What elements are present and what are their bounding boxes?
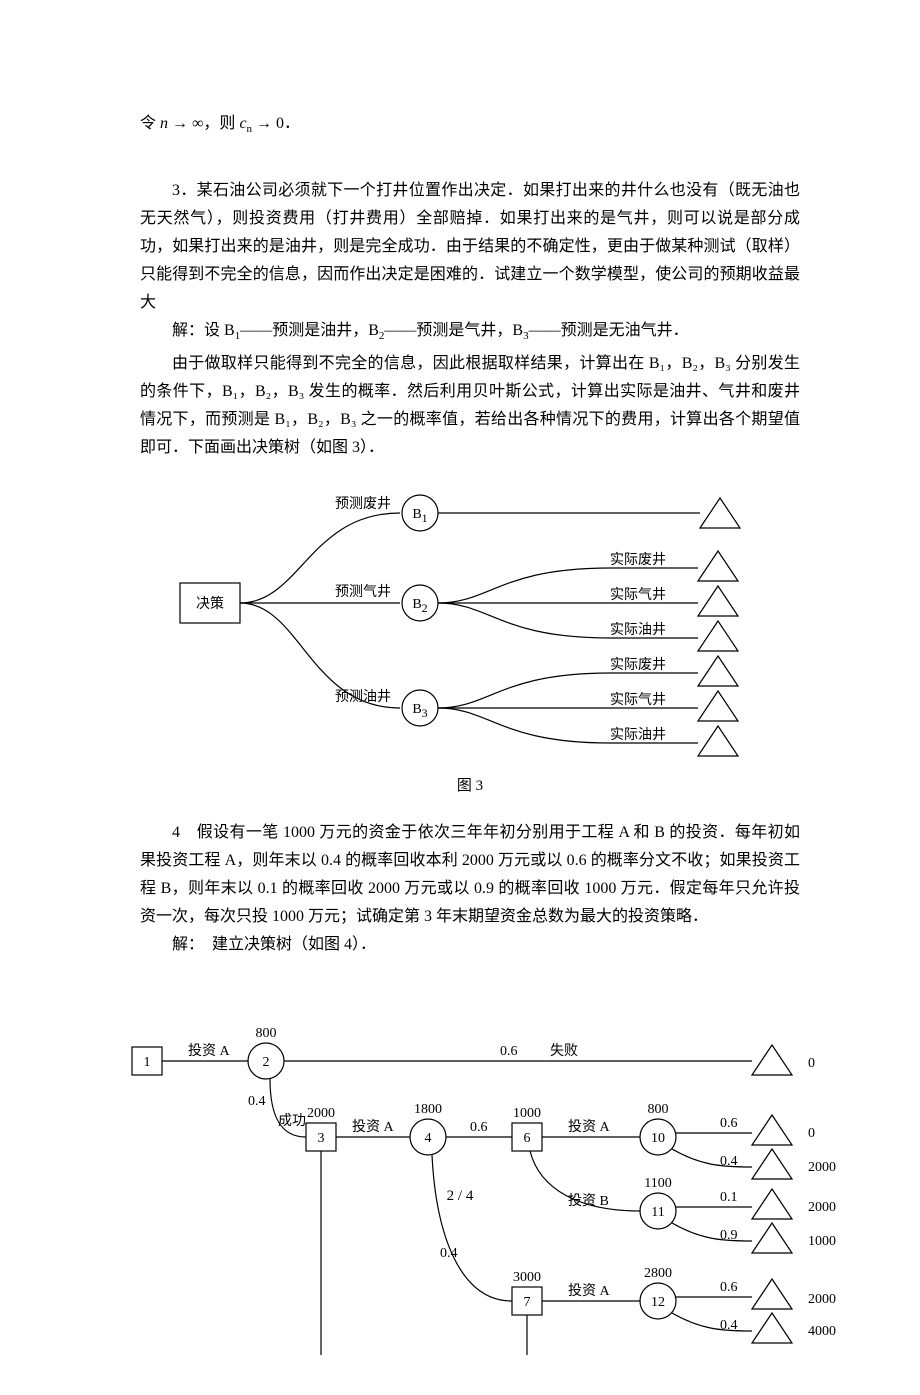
fig4-n4: 4	[425, 1131, 432, 1146]
fig4-n3: 3	[318, 1131, 325, 1146]
fig4-t0a: 0	[808, 1056, 815, 1071]
fig3-b3-c0: 实际废井	[610, 657, 666, 673]
limit-statement: 令 n → ∞，则 cn → 0．	[140, 110, 800, 143]
fig4-t0b: 0	[808, 1126, 815, 1141]
fig4-e-2-3-t: 成功	[278, 1113, 306, 1129]
fig3-node-B1: B1	[412, 507, 427, 525]
fig3-branch-2-label: 预测油井	[335, 689, 391, 705]
problem-4-statement: 4 假设有一笔 1000 万元的资金于依次三年年初分别用于工程 A 和 B 的投…	[140, 819, 800, 931]
figure-3: 决策 预测废井 预测气井 预测油井 B1 B2 B3 实际废井 实际气井 实际油…	[140, 468, 800, 795]
figure-3-caption: 图 3	[140, 774, 800, 795]
fig4-n4-val: 1800	[414, 1102, 442, 1117]
fig4-e-1-2: 投资 A	[188, 1043, 230, 1059]
fig4-e-10-a: 0.6	[720, 1116, 738, 1131]
fig4-e-2-3-p: 0.4	[248, 1094, 266, 1109]
fig4-n2: 2	[263, 1055, 270, 1070]
fig4-t1000: 1000	[808, 1234, 836, 1249]
problem-3-statement: 3．某石油公司必须就下一个打井位置作出决定．如果打出来的井什么也没有（既无油也无…	[140, 177, 800, 317]
fig4-n6-val: 1000	[513, 1106, 541, 1121]
fig3-node-B3: B3	[412, 702, 427, 720]
fig3-b2-c2: 实际油井	[610, 622, 666, 638]
problem-4-solution: 解： 建立决策树（如图 4）．	[140, 931, 800, 959]
fig4-t2000c: 2000	[808, 1292, 836, 1307]
fig4-e-4-6: 0.6	[470, 1120, 488, 1135]
fig3-node-B2: B2	[412, 597, 427, 615]
problem-3-solution-body: 由于做取样只能得到不完全的信息，因此根据取样结果，计算出在 B₁，B₂，B₃ 分…	[140, 350, 800, 462]
fig4-e-2-fail-p: 0.6	[500, 1044, 518, 1059]
fig4-e-12-a: 0.6	[720, 1280, 738, 1295]
fig4-n10-val: 800	[648, 1102, 669, 1117]
fig4-e-6-10: 投资 A	[568, 1119, 610, 1135]
fig3-branch-1-label: 预测气井	[335, 584, 391, 600]
fig4-t2000a: 2000	[808, 1160, 836, 1175]
fig4-n3-val: 2000	[307, 1106, 335, 1121]
problem-3-solution-setup: 解：设 B1——预测是油井，B2——预测是气井，B3——预测是无油气井．	[140, 317, 800, 350]
fig3-root-label: 决策	[196, 595, 224, 612]
fig4-n7-val: 3000	[513, 1270, 541, 1285]
fig4-t4000: 4000	[808, 1324, 836, 1339]
page-number: 2 / 4	[0, 1188, 920, 1205]
fig4-n2-val: 800	[256, 1026, 277, 1041]
fig4-e-3-4: 投资 A	[352, 1119, 394, 1135]
fig4-n1: 1	[144, 1055, 151, 1070]
fig4-e-2-fail-t: 失败	[550, 1043, 578, 1059]
fig3-b3-c1: 实际气井	[610, 692, 666, 708]
fig4-e-11-b: 0.9	[720, 1228, 738, 1243]
fig4-e-7-12: 投资 A	[568, 1283, 610, 1299]
fig4-n11: 11	[651, 1205, 664, 1220]
fig4-e-10-b: 0.4	[720, 1154, 738, 1169]
fig3-b3-c2: 实际油井	[610, 727, 666, 743]
fig3-branch-0-label: 预测废井	[335, 496, 391, 512]
fig3-b2-c1: 实际气井	[610, 587, 666, 603]
fig4-e-4-7: 0.4	[440, 1246, 458, 1261]
fig4-n10: 10	[651, 1131, 665, 1146]
fig4-n7: 7	[524, 1295, 531, 1310]
fig4-n12: 12	[651, 1295, 665, 1310]
fig4-n12-val: 2800	[644, 1266, 672, 1281]
fig4-n6: 6	[524, 1131, 531, 1146]
fig3-b2-c0: 实际废井	[610, 552, 666, 568]
figure-4: 1 2 3 4 6 10 11 7 12 800 2000 1800 1000 …	[140, 995, 800, 1355]
fig4-e-12-b: 0.4	[720, 1318, 738, 1333]
